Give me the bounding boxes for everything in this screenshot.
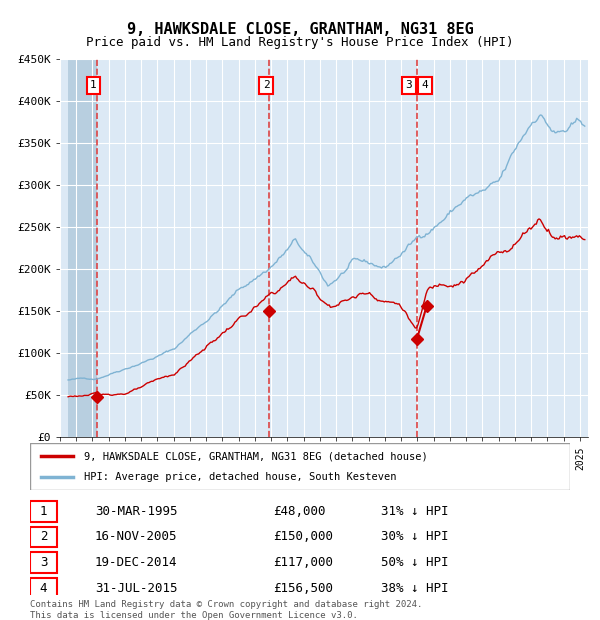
Text: 9, HAWKSDALE CLOSE, GRANTHAM, NG31 8EG: 9, HAWKSDALE CLOSE, GRANTHAM, NG31 8EG [127, 22, 473, 37]
Text: 4: 4 [40, 582, 47, 595]
Text: 31% ↓ HPI: 31% ↓ HPI [381, 505, 449, 518]
Bar [68, 59, 97, 437]
FancyBboxPatch shape [30, 501, 57, 521]
FancyBboxPatch shape [30, 552, 57, 573]
Text: HPI: Average price, detached house, South Kesteven: HPI: Average price, detached house, Sout… [84, 472, 397, 482]
Text: 38% ↓ HPI: 38% ↓ HPI [381, 582, 449, 595]
Text: 3: 3 [40, 556, 47, 569]
Text: 4: 4 [422, 81, 428, 91]
Text: 3: 3 [406, 81, 412, 91]
Text: 16-NOV-2005: 16-NOV-2005 [95, 530, 178, 543]
Text: £150,000: £150,000 [273, 530, 333, 543]
Text: 1: 1 [90, 81, 97, 91]
Text: 2: 2 [263, 81, 269, 91]
Text: £48,000: £48,000 [273, 505, 325, 518]
Text: 2: 2 [40, 530, 47, 543]
Text: £117,000: £117,000 [273, 556, 333, 569]
Text: 1: 1 [40, 505, 47, 518]
FancyBboxPatch shape [30, 443, 570, 490]
Text: £156,500: £156,500 [273, 582, 333, 595]
Text: 19-DEC-2014: 19-DEC-2014 [95, 556, 178, 569]
Text: 31-JUL-2015: 31-JUL-2015 [95, 582, 178, 595]
Text: 30% ↓ HPI: 30% ↓ HPI [381, 530, 449, 543]
Bar [68, 59, 97, 437]
Text: This data is licensed under the Open Government Licence v3.0.: This data is licensed under the Open Gov… [30, 611, 358, 620]
FancyBboxPatch shape [30, 526, 57, 547]
FancyBboxPatch shape [30, 578, 57, 598]
Text: 9, HAWKSDALE CLOSE, GRANTHAM, NG31 8EG (detached house): 9, HAWKSDALE CLOSE, GRANTHAM, NG31 8EG (… [84, 451, 428, 461]
Text: Contains HM Land Registry data © Crown copyright and database right 2024.: Contains HM Land Registry data © Crown c… [30, 600, 422, 609]
Text: 30-MAR-1995: 30-MAR-1995 [95, 505, 178, 518]
Text: Price paid vs. HM Land Registry's House Price Index (HPI): Price paid vs. HM Land Registry's House … [86, 36, 514, 49]
Text: 50% ↓ HPI: 50% ↓ HPI [381, 556, 449, 569]
